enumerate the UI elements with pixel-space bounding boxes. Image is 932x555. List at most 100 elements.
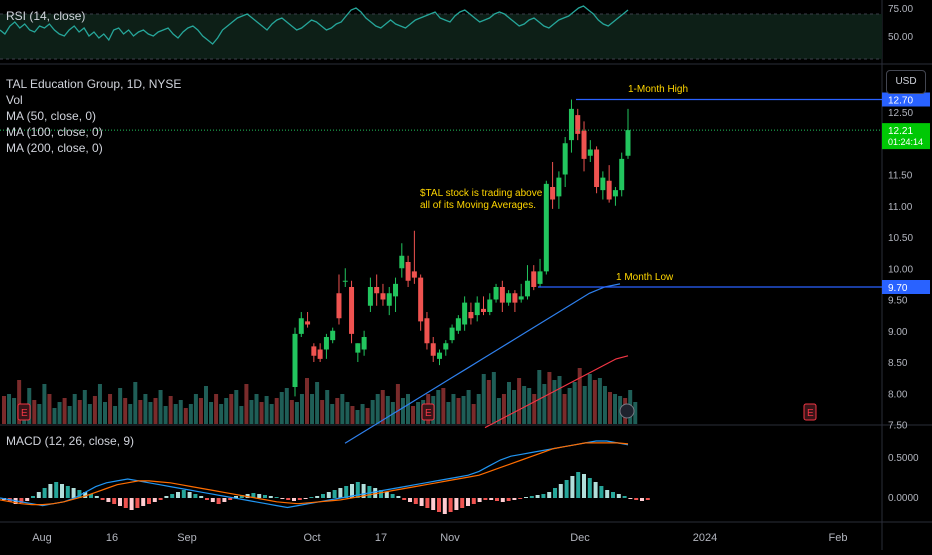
- volume-bar: [17, 380, 22, 424]
- macd-histogram-bar: [303, 498, 308, 499]
- macd-tick-label: 0.0000: [888, 493, 919, 504]
- macd-histogram-bar: [309, 497, 314, 498]
- volume-bar: [103, 402, 107, 424]
- macd-histogram-bar: [141, 498, 146, 506]
- ma50-legend[interactable]: MA (50, close, 0): [6, 109, 97, 123]
- candle-body: [594, 149, 600, 187]
- candle-body: [349, 287, 355, 334]
- macd-histogram-bar: [83, 492, 88, 498]
- candle-body: [524, 280, 530, 297]
- volume-bar: [294, 402, 299, 424]
- candle-body: [474, 302, 480, 316]
- macd-histogram-bar: [280, 498, 285, 499]
- volume-bar: [77, 400, 82, 424]
- ma100-legend[interactable]: MA (100, close, 0): [6, 125, 103, 139]
- macd-histogram-bar: [541, 494, 546, 498]
- time-axis-label: Oct: [303, 532, 320, 544]
- volume-bar: [608, 392, 612, 424]
- volume-bar: [138, 400, 143, 424]
- volume-bar: [204, 386, 208, 424]
- volume-bar: [254, 394, 259, 424]
- volume-bar: [395, 384, 400, 424]
- volume-bar: [340, 394, 345, 424]
- candle-body: [386, 293, 392, 306]
- volume-bar: [481, 374, 486, 424]
- low-price-badge-text: 9.70: [888, 283, 908, 294]
- candle-body: [455, 318, 461, 331]
- earnings-icon-glyph: E: [807, 408, 814, 419]
- macd-histogram-bar: [529, 496, 534, 498]
- macd-histogram-bar: [315, 496, 320, 498]
- volume-bar: [52, 408, 57, 424]
- macd-histogram-bar: [489, 498, 494, 500]
- candle-body: [298, 318, 304, 334]
- candle-body: [468, 312, 474, 319]
- price-tick-label: 11.50: [888, 171, 913, 182]
- volume-bar: [562, 394, 567, 424]
- volume-bar: [62, 398, 67, 424]
- price-tick-label: 9.00: [888, 327, 908, 338]
- candle-body: [562, 143, 568, 175]
- macd-histogram-bar: [210, 498, 215, 502]
- time-axis-label: 16: [106, 532, 118, 544]
- macd-histogram-bar: [292, 498, 296, 501]
- macd-histogram-bar: [77, 490, 82, 498]
- macd-histogram-bar: [570, 476, 575, 498]
- macd-histogram-bar: [321, 494, 325, 498]
- earnings-icon: [421, 403, 435, 421]
- time-axis-label: Sep: [177, 532, 197, 544]
- macd-histogram-bar: [373, 488, 378, 498]
- macd-histogram-bar: [547, 492, 552, 498]
- candle-body: [518, 296, 524, 300]
- candle-body: [361, 337, 367, 350]
- ma200-legend[interactable]: MA (200, close, 0): [6, 141, 103, 155]
- volume-bar: [471, 404, 476, 424]
- volume-bar: [87, 404, 92, 424]
- volume-bar: [193, 394, 198, 424]
- macd-histogram-bar: [257, 494, 262, 498]
- rsi-legend[interactable]: RSI (14, close): [6, 9, 86, 23]
- volume-bar: [476, 394, 481, 424]
- currency-button[interactable]: USD: [886, 70, 926, 94]
- last-price-badge: [882, 123, 930, 150]
- symbol-title[interactable]: TAL Education Group, 1D, NYSE: [6, 77, 182, 91]
- time-axis-label: Feb: [829, 532, 848, 544]
- volume-bar: [577, 368, 582, 424]
- volume-bar: [522, 386, 527, 424]
- dividend-icon: [619, 403, 635, 419]
- macd-histogram-bar: [89, 494, 93, 498]
- candle-body: [317, 349, 323, 359]
- volume-bar: [390, 402, 395, 424]
- volume-bar: [183, 408, 188, 424]
- macd-histogram-bar: [640, 498, 644, 501]
- volume-bar: [587, 374, 592, 424]
- macd-histogram-bar: [158, 498, 163, 500]
- macd-histogram-bar: [268, 496, 273, 498]
- candle-body: [443, 343, 449, 350]
- macd-histogram-bar: [512, 498, 517, 500]
- volume-bar: [385, 396, 390, 424]
- macd-histogram-bar: [297, 498, 302, 500]
- macd-legend[interactable]: MACD (12, 26, close, 9): [6, 434, 135, 448]
- macd-histogram-bar: [558, 484, 563, 498]
- volume-bar: [451, 394, 456, 424]
- macd-histogram-bar: [135, 498, 140, 508]
- price-tick-label: 10.50: [888, 233, 913, 244]
- volume-bar: [350, 406, 355, 424]
- candle-body: [411, 271, 417, 278]
- price-tick-label: 7.50: [888, 421, 908, 432]
- macd-histogram-bar: [216, 498, 221, 504]
- macd-histogram-bar: [437, 498, 441, 512]
- macd-histogram-bar: [582, 474, 586, 498]
- volume-bar: [370, 400, 375, 424]
- volume-bar: [299, 394, 304, 424]
- candle-body: [575, 115, 581, 134]
- volume-bar: [441, 388, 446, 424]
- volume-bar: [113, 406, 118, 424]
- candle-body: [487, 299, 493, 312]
- vol-legend[interactable]: Vol: [6, 93, 23, 107]
- candle-body: [393, 283, 399, 297]
- candle-body: [311, 346, 317, 356]
